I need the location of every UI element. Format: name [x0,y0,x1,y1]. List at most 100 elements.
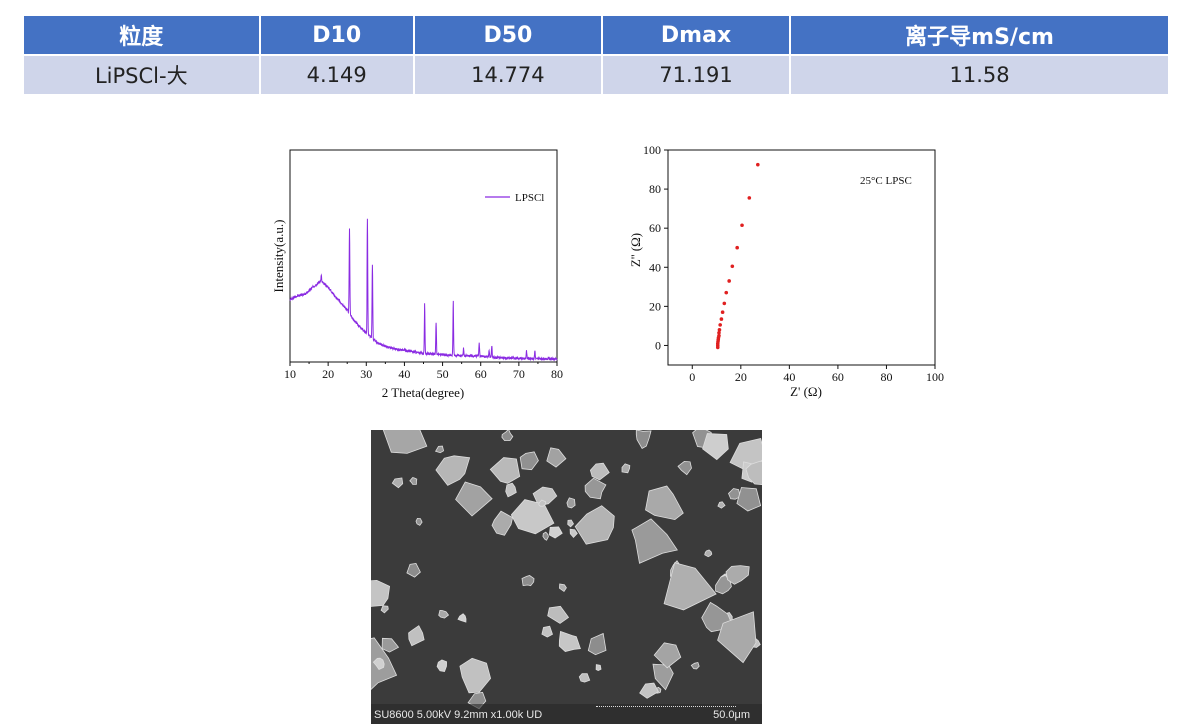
x-tick-label: 20 [735,370,747,384]
y-tick-label: 20 [649,299,661,313]
x-tick-label: 70 [513,367,525,381]
particle [653,642,682,669]
scale-label: 50.0μm [713,709,750,721]
particle [566,497,576,509]
particle [415,517,423,526]
particle [587,632,607,656]
particle [704,549,713,558]
particle-size-table: 粒度 D10 D50 Dmax 离子导mS/cm LiPSCl-大 4.149 … [22,14,1170,96]
particle [457,613,467,623]
particle [519,451,539,471]
x-tick-label: 80 [880,370,892,384]
xrd-series-line [289,218,558,362]
data-point [717,328,722,332]
particle [434,445,445,454]
x-tick-label: 80 [551,367,563,381]
xrd-plot-frame [289,149,558,363]
legend-label: LPSCl [515,192,544,204]
particle [635,430,652,449]
particle [505,482,517,498]
particle [408,625,425,647]
particle [455,481,493,517]
cell-d50: 14.774 [414,56,601,94]
x-tick-label: 40 [398,367,410,381]
particle [406,563,421,578]
particle [438,609,450,619]
header-d10: D10 [260,16,413,54]
particle [532,486,558,507]
y-axis-label: Intensity(a.u.) [271,220,286,293]
particle [663,562,717,611]
x-tick-label: 20 [322,367,334,381]
table-row: LiPSCl-大 4.149 14.774 71.191 11.58 [24,56,1168,94]
particle [725,565,750,585]
particle [717,611,757,664]
x-tick-label: 40 [783,370,795,384]
particle [541,625,553,638]
particle [595,664,602,671]
header-d50: D50 [414,16,601,54]
particle [372,657,385,671]
sem-image: SU8600 5.00kV 9.2mm x1.00k UD 50.0μm [371,430,762,724]
eis-plot-frame [667,149,936,366]
x-tick-label: 60 [832,370,844,384]
x-tick-label: 10 [284,367,296,381]
x-axis-label: 2 Theta(degree) [382,385,464,400]
data-point [722,301,727,306]
particle [584,477,607,500]
sem-footer: SU8600 5.00kV 9.2mm x1.00k UD 50.0μm [371,704,762,724]
y-tick-label: 0 [655,338,661,352]
particle [521,575,535,587]
data-point [724,290,729,295]
particle [569,528,578,538]
data-point [718,323,722,327]
cell-d10: 4.149 [260,56,413,94]
sem-info: SU8600 5.00kV 9.2mm x1.00k UD [374,709,543,721]
x-axis-label: Z' (Ω) [790,384,822,399]
particle [578,673,591,683]
table-header-row: 粒度 D10 D50 Dmax 离子导mS/cm [24,16,1168,54]
particle [631,518,678,564]
particle [574,505,615,545]
x-tick-label: 30 [360,367,372,381]
particle [547,605,570,624]
xrd-chart: 10 20 30 40 50 60 70 80 LPSCl 2 Theta(degree) I… [271,149,563,400]
cell-dmax: 71.191 [602,56,790,94]
particle [501,430,514,442]
particle [391,477,404,489]
x-tick-label: 0 [689,370,695,384]
particle [381,637,400,653]
particle [548,526,563,539]
particle [380,605,389,614]
particle [491,510,514,536]
data-point [747,196,752,200]
particle [621,463,631,474]
particle [538,499,547,507]
y-tick-label: 80 [649,182,661,196]
particle [745,460,762,485]
data-point [756,162,760,167]
data-point [727,279,731,283]
particle [690,662,700,670]
particle [736,487,762,512]
header-dmax: Dmax [602,16,790,54]
particle [567,519,574,528]
eis-chart: 0 20 40 60 80 100 0 20 40 60 80 100 25°C LPSC Z' (Ω… [628,143,944,399]
particle [409,477,418,485]
data-point [740,223,744,228]
particle [589,462,610,481]
particle [459,657,492,694]
particle [546,447,567,468]
data-point [735,245,739,250]
particle [435,455,471,486]
particle [645,485,684,521]
data-point [717,330,721,335]
y-tick-label: 100 [643,143,661,157]
header-size: 粒度 [24,16,259,54]
particle [382,430,428,454]
x-tick-label: 50 [437,367,449,381]
particle [371,579,391,607]
header-conductivity: 离子导mS/cm [791,16,1168,54]
data-point [719,317,724,321]
cell-conductivity: 11.58 [791,56,1168,94]
